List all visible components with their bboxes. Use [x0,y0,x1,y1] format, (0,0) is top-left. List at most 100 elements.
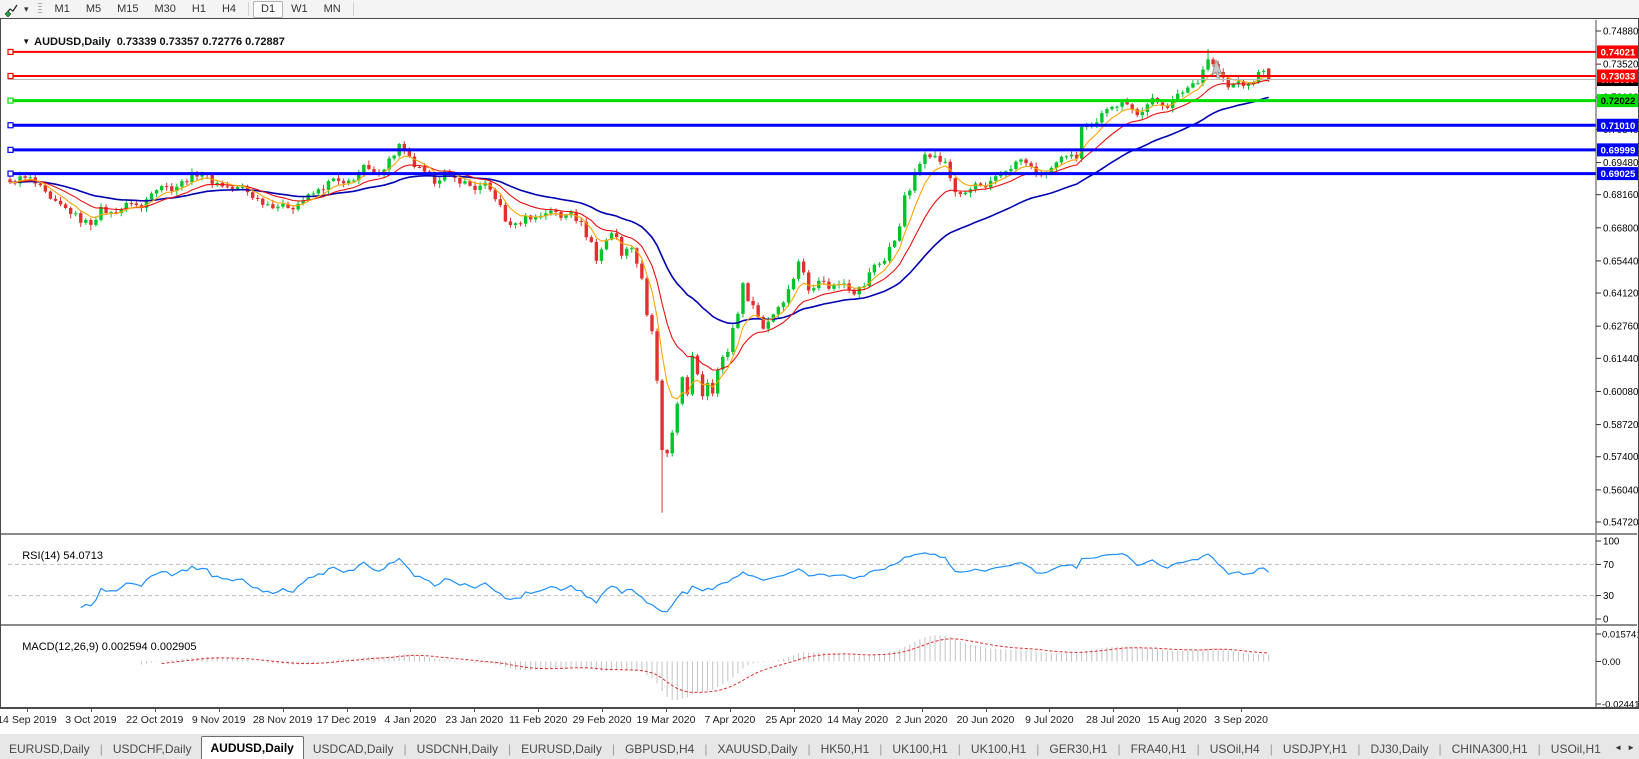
date-tick [921,708,923,712]
chart-tab-XAUUSD-Daily[interactable]: XAUUSD,Daily [717,742,798,756]
tab-separator: | [1438,742,1442,756]
chart-tab-GER30-H1[interactable]: GER30,H1 [1049,742,1108,756]
crosshair-chart-tool-glyph [4,4,17,17]
date-label: 9 Nov 2019 [191,714,246,726]
chart-tab-EURUSD-Daily[interactable]: EURUSD,Daily [9,742,90,756]
tab-separator: | [99,742,103,756]
chart-tab-CHINA300-H1[interactable]: CHINA300,H1 [1451,742,1528,756]
date-label: 29 Feb 2020 [572,714,632,726]
date-label: 28 Jul 2020 [1086,714,1141,726]
date-label: 17 Dec 2019 [316,714,377,726]
chart-ohlc-values: 0.73339 0.73357 0.72776 0.72887 [116,36,285,48]
rsi-tick-label: 70 [1603,560,1614,571]
price-level-badge: 0.72022 [1597,94,1639,108]
timeframe-button-M15[interactable]: M15 [117,2,139,15]
timeframe-button-H1[interactable]: H1 [191,2,206,15]
tab-scroll-arrows: ◄ ► [1610,734,1639,759]
timeframe-button-H4[interactable]: H4 [221,2,237,15]
horizontal-level-line[interactable] [7,72,1596,80]
tab-scroll-right-icon[interactable]: ► [1627,742,1635,752]
date-label: 25 Apr 2020 [765,714,823,726]
rsi-tick-label: 0 [1603,615,1609,625]
chart-tab-FRA40-H1[interactable]: FRA40,H1 [1130,742,1187,756]
price-tick-label: 0.66800 [1603,223,1639,234]
date-label: 28 Nov 2019 [252,714,313,726]
svg-text:0.69999: 0.69999 [1601,145,1636,156]
tab-separator: | [1117,742,1121,756]
tab-separator: | [1036,742,1040,756]
chart-title: ▼ AUDUSD,Daily 0.73339 0.73357 0.72776 0.… [10,24,285,60]
tab-scroll-left-icon[interactable]: ◄ [1614,742,1623,752]
timeframe-button-M1[interactable]: M1 [54,2,70,15]
horizontal-level-line[interactable] [7,170,1596,177]
crosshair-chart-tool-icon[interactable] [2,1,20,17]
date-tick [90,708,92,712]
date-label: 19 Mar 2020 [636,714,696,726]
date-label: 9 Jul 2020 [1025,714,1074,726]
slow-ma-line [10,96,1269,325]
chart-tab-GBPUSD-H4[interactable]: GBPUSD,H4 [624,742,695,756]
chart-tab-HK50-H1[interactable]: HK50,H1 [820,742,870,756]
horizontal-level-line[interactable] [7,122,1596,129]
chart-tab-AUDUSD-Daily[interactable]: AUDUSD,Daily [200,736,304,759]
toolbar-separator [248,2,250,16]
price-tick-label: 0.62760 [1603,322,1639,333]
date-axis[interactable]: 14 Sep 2019 3 Oct 2019 22 Oct 2019 9 Nov 20… [0,707,1639,734]
svg-text:0.71010: 0.71010 [1601,121,1636,132]
chart-tab-USDCHF-Daily[interactable]: USDCHF,Daily [112,742,192,756]
chart-tab-USOil-H1[interactable]: USOil,H1 [1550,742,1601,756]
chart-tab-DJ30-Daily[interactable]: DJ30,Daily [1370,742,1429,756]
price-tick-label: 0.74880 [1603,27,1639,38]
price-level-badge: 0.73033 [1597,69,1639,83]
horizontal-level-line[interactable] [7,48,1596,56]
chart-tab-USOil-H4[interactable]: USOil,H4 [1209,742,1260,756]
timeframe-button-MN[interactable]: MN [323,2,341,15]
timeframe-button-W1[interactable]: W1 [291,2,308,15]
macd-values: 0.002594 0.002905 [101,641,197,653]
chart-tab-EURUSD-Daily[interactable]: EURUSD,Daily [521,742,602,756]
tab-separator: | [1537,742,1541,756]
date-tick [154,708,156,712]
timeframe-button-M30[interactable]: M30 [154,2,176,15]
horizontal-level-line[interactable] [7,146,1596,153]
timeframe-button-D1[interactable]: D1 [253,0,284,18]
chart-tab-bar: EURUSD,Daily | USDCHF,Daily AUDUSD,Daily USD… [0,733,1639,759]
chart-tab-USDJPY-H1[interactable]: USDJPY,H1 [1282,742,1348,756]
chevron-down-icon[interactable]: ▾ [24,3,29,14]
chart-tab-USDCNH-Daily[interactable]: USDCNH,Daily [416,742,499,756]
date-tick [1241,708,1243,712]
tab-separator: | [879,742,883,756]
price-level-badge: 0.69999 [1597,143,1639,157]
date-tick [729,708,731,712]
horizontal-level-line[interactable] [7,97,1596,104]
main-chart-canvas[interactable]: 0.748800.735200.721600.708400.694800.681… [0,20,1639,533]
date-label: 7 Apr 2020 [704,714,756,726]
date-label: 11 Feb 2020 [509,714,568,726]
chart-tab-UK100-H1[interactable]: UK100,H1 [970,742,1027,756]
panel-divider[interactable] [1,533,1637,535]
timeframe-button-M5[interactable]: M5 [85,2,102,15]
rsi-name: RSI(14) [22,550,61,562]
macd-signal-line [161,638,1269,693]
svg-text:0.69025: 0.69025 [1601,169,1636,180]
price-level-badge: 0.74021 [1597,45,1639,59]
rsi-tick-label: 30 [1603,591,1614,602]
rsi-tick-label: 100 [1603,537,1620,548]
date-label: 22 Oct 2019 [126,714,184,726]
tab-separator: | [704,742,708,756]
svg-text:0.73033: 0.73033 [1601,71,1636,82]
toolbar-grip-handle[interactable] [37,3,42,15]
date-label: 15 Aug 2020 [1147,714,1207,726]
price-tick-label: 0.57400 [1603,452,1639,463]
chart-symbol-label: AUDUSD,Daily [34,36,111,48]
macd-panel-canvas[interactable]: 0.015741 0.00 -0.024412 [0,626,1639,707]
price-tick-label: 0.61440 [1603,354,1639,365]
date-label: 14 Sep 2019 [0,714,57,726]
date-tick [282,708,284,712]
price-level-badge: 0.69025 [1597,167,1639,181]
chart-tab-USDCAD-Daily[interactable]: USDCAD,Daily [312,742,394,756]
rsi-panel-canvas[interactable]: 100 70 30 0 [0,535,1639,624]
collapse-triangle-icon[interactable]: ▼ [22,37,31,46]
panel-divider[interactable] [1,624,1637,626]
chart-tab-UK100-H1[interactable]: UK100,H1 [892,742,948,756]
